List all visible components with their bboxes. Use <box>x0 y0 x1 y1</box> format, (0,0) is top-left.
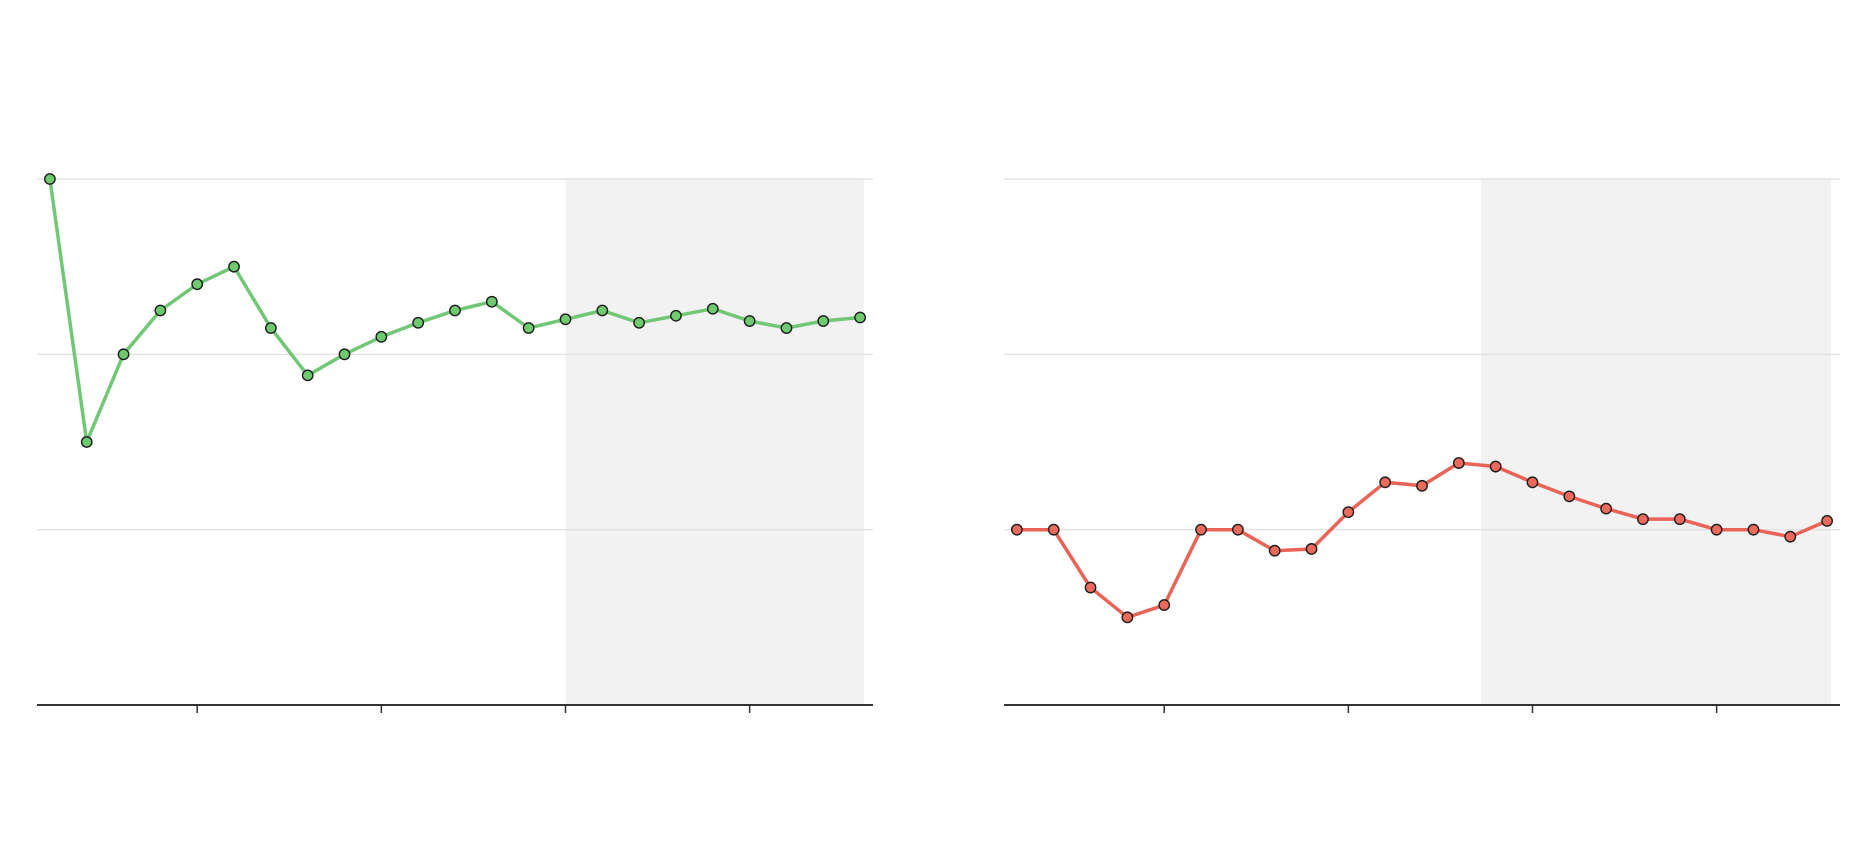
left-data-point <box>743 315 756 327</box>
right-data-point <box>1673 513 1686 526</box>
right-data-point <box>1158 599 1171 611</box>
right-data-point <box>1305 543 1318 555</box>
right-data-point <box>1637 513 1649 526</box>
right-data-point <box>1121 611 1134 624</box>
right-data-point <box>1342 506 1355 519</box>
left-data-point <box>154 304 167 317</box>
left-data-point <box>817 315 830 327</box>
right-data-point <box>1563 490 1576 503</box>
left-data-point <box>412 316 425 329</box>
left-data-point <box>43 173 56 185</box>
right-data-point <box>1489 460 1502 473</box>
left-data-point <box>191 278 204 291</box>
right-data-point <box>1821 515 1834 527</box>
left-data-point <box>338 348 351 361</box>
right-data-point <box>1010 523 1023 536</box>
left-data-point <box>80 436 93 448</box>
left-data-point <box>449 304 461 317</box>
left-data-point <box>264 322 277 334</box>
left-data-point <box>670 309 682 322</box>
left-data-point <box>117 348 130 361</box>
right-data-point <box>1710 523 1723 536</box>
right-data-point <box>1747 523 1760 536</box>
right-chart-panel <box>1004 178 1840 713</box>
left-data-point <box>596 304 609 317</box>
right-data-point <box>1379 476 1392 489</box>
left-data-point <box>485 295 498 308</box>
right-data-point <box>1526 476 1539 489</box>
right-data-point <box>1268 544 1281 557</box>
left-data-point <box>633 316 646 329</box>
right-data-point <box>1452 457 1465 469</box>
right-shaded-region <box>1480 179 1831 705</box>
left-data-point <box>375 330 388 343</box>
left-chart-panel <box>37 173 873 713</box>
right-data-point <box>1195 523 1207 536</box>
right-data-point <box>1084 581 1097 594</box>
left-data-point <box>780 322 793 334</box>
left-data-point <box>854 311 867 324</box>
left-data-point <box>301 369 314 382</box>
left-data-point <box>559 313 572 326</box>
right-data-point <box>1784 530 1797 543</box>
left-data-point <box>522 322 535 334</box>
right-data-point <box>1600 502 1613 515</box>
left-data-point <box>228 260 240 273</box>
left-shaded-region <box>565 179 864 705</box>
left-data-point <box>706 302 719 315</box>
right-data-point <box>1231 523 1244 536</box>
right-data-point <box>1047 523 1060 536</box>
right-data-point <box>1416 479 1428 492</box>
